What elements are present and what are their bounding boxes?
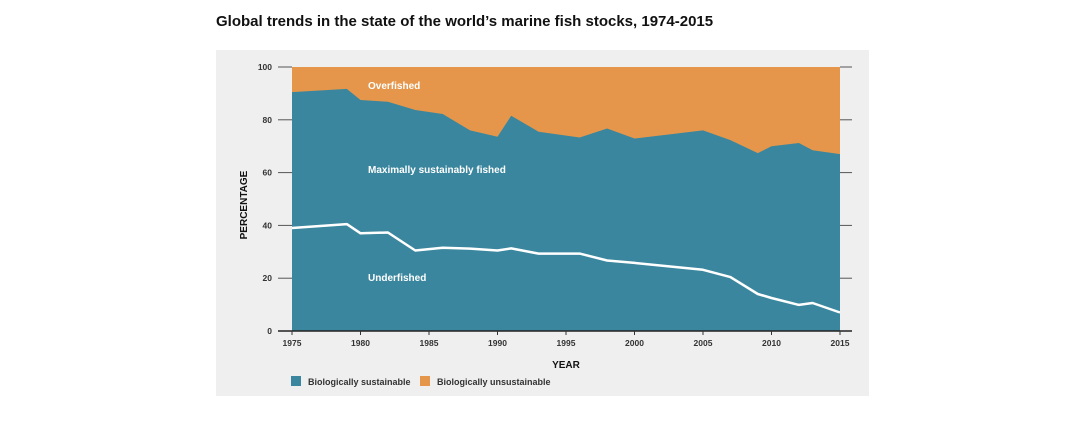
legend-label-sustainable: Biologically sustainable — [308, 377, 411, 387]
annotation-overfished: Overfished — [368, 81, 420, 92]
line-underfished — [291, 222, 841, 314]
y-tick-label: 80 — [263, 115, 273, 125]
annotation-maximally-sustainably-fished: Maximally sustainably fished — [368, 165, 506, 176]
legend-swatch-sustainable — [291, 376, 301, 386]
y-tick-label: 60 — [263, 168, 273, 178]
legend-label-unsustainable: Biologically unsustainable — [437, 377, 551, 387]
x-axis-title: YEAR — [552, 360, 581, 371]
annotation-underfished: Underfished — [368, 273, 426, 284]
x-tick-label: 1980 — [351, 338, 370, 348]
x-tick-label: 1995 — [557, 338, 576, 348]
y-tick-label: 20 — [263, 273, 273, 283]
x-tick-label: 1975 — [283, 338, 302, 348]
y-axis-title: PERCENTAGE — [239, 170, 250, 239]
y-tick-label: 100 — [258, 62, 272, 72]
x-tick-label: 2000 — [625, 338, 644, 348]
chart-title: Global trends in the state of the world’… — [216, 13, 714, 30]
y-tick-label: 40 — [263, 220, 273, 230]
x-tick-label: 2010 — [762, 338, 781, 348]
y-tick-label: 0 — [267, 326, 272, 336]
legend-swatch-unsustainable — [420, 376, 430, 386]
x-tick-label: 2005 — [694, 338, 713, 348]
x-tick-label: 2015 — [831, 338, 850, 348]
x-tick-label: 1990 — [488, 338, 507, 348]
x-tick-label: 1985 — [420, 338, 439, 348]
